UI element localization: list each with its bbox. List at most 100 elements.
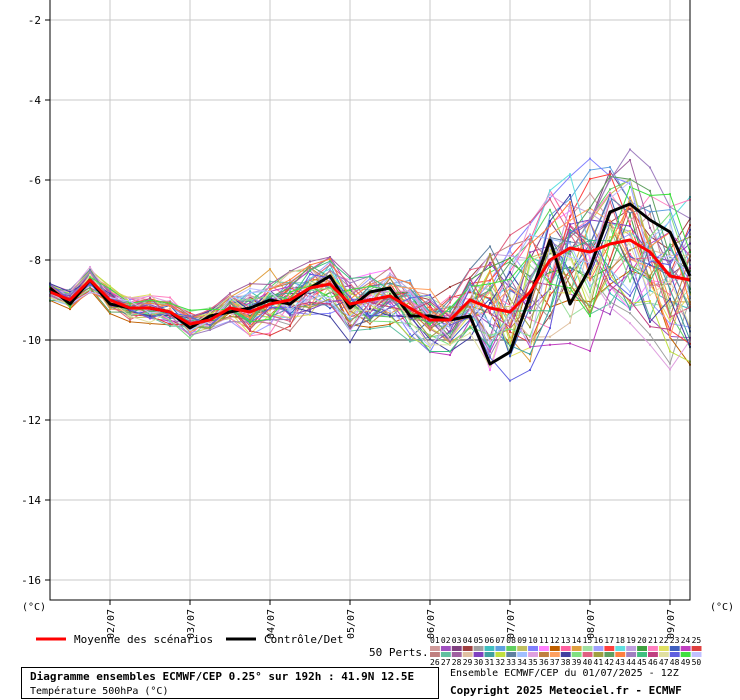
member-point (669, 272, 671, 275)
member-number: 47 (659, 658, 669, 667)
member-point (169, 302, 171, 305)
x-tick-label: 03/07 (186, 609, 197, 639)
member-point (549, 294, 551, 297)
member-point (269, 334, 271, 337)
member-point (169, 307, 171, 310)
member-swatch (484, 652, 495, 657)
member-point (489, 348, 491, 351)
member-point (589, 218, 591, 221)
member-point (269, 322, 271, 325)
member-point (389, 325, 391, 328)
member-point (369, 319, 371, 322)
member-point (569, 255, 571, 258)
member-point (349, 298, 351, 301)
member-point (489, 297, 491, 300)
member-point (629, 302, 631, 305)
member-point (269, 290, 271, 293)
plot-frame (49, 0, 691, 601)
member-point (649, 300, 651, 303)
members-count-label: 50 Perts. (369, 646, 429, 659)
member-point (569, 266, 571, 269)
member-point (669, 368, 671, 371)
member-point (389, 320, 391, 323)
member-point (229, 315, 231, 318)
member-point (669, 322, 671, 325)
member-point (609, 226, 611, 229)
member-point (529, 343, 531, 346)
member-point (589, 315, 591, 318)
member-swatch (451, 652, 462, 657)
member-point (669, 260, 671, 263)
member-swatch (582, 646, 593, 651)
member-point (269, 317, 271, 320)
member-swatch (571, 646, 582, 651)
member-swatch (571, 652, 582, 657)
member-point (489, 324, 491, 327)
member-point (549, 193, 551, 196)
member-point (269, 288, 271, 291)
member-point (369, 294, 371, 297)
member-point (409, 297, 411, 300)
member-point (609, 266, 611, 269)
member-point (449, 295, 451, 298)
member-point (609, 285, 611, 288)
member-point (409, 279, 411, 282)
member-point (609, 289, 611, 292)
member-point (569, 342, 571, 345)
member-point (649, 263, 651, 266)
member-point (189, 310, 191, 313)
member-number: 29 (463, 658, 473, 667)
member-point (169, 321, 171, 324)
member-point (549, 236, 551, 239)
member-point (629, 185, 631, 188)
member-point (409, 287, 411, 290)
member-point (669, 350, 671, 353)
member-point (309, 285, 311, 288)
member-point (629, 270, 631, 273)
member-point (589, 313, 591, 316)
member-point (269, 315, 271, 318)
member-point (309, 308, 311, 311)
member-point (629, 243, 631, 246)
member-point (629, 148, 631, 151)
member-point (289, 310, 291, 313)
member-number: 12 (550, 636, 560, 645)
member-point (249, 329, 251, 332)
member-point (409, 333, 411, 336)
member-point (309, 294, 311, 297)
member-point (129, 304, 131, 307)
member-swatch (637, 652, 647, 657)
member-point (389, 272, 391, 275)
member-point (529, 307, 531, 310)
member-point (369, 301, 371, 304)
member-number: 14 (572, 636, 582, 645)
member-point (349, 288, 351, 291)
member-point (469, 277, 471, 280)
member-swatch (495, 652, 506, 657)
member-number: 38 (561, 658, 571, 667)
member-point (489, 310, 491, 313)
member-point (329, 260, 331, 263)
member-number: 21 (648, 636, 658, 645)
member-point (109, 289, 111, 292)
member-point (349, 320, 351, 323)
member-point (289, 306, 291, 309)
member-point (669, 335, 671, 338)
member-swatch (582, 652, 593, 657)
member-point (309, 301, 311, 304)
y-tick-label: -4 (28, 94, 42, 107)
member-point (549, 308, 551, 311)
member-point (389, 282, 391, 285)
axes: -2 -4 -6 -8 -10 -12 -14 -16 02/07 03/07 04/07 05/07… (21, 0, 691, 639)
legend-mean-label: Moyenne des scénarios (74, 633, 213, 646)
member-point (669, 290, 671, 293)
member-point (649, 294, 651, 297)
member-point (569, 284, 571, 287)
member-swatch (626, 652, 637, 657)
member-point (609, 268, 611, 271)
member-point (569, 240, 571, 243)
member-point (549, 282, 551, 285)
member-point (649, 286, 651, 289)
member-point (569, 272, 571, 275)
member-point (109, 295, 111, 298)
